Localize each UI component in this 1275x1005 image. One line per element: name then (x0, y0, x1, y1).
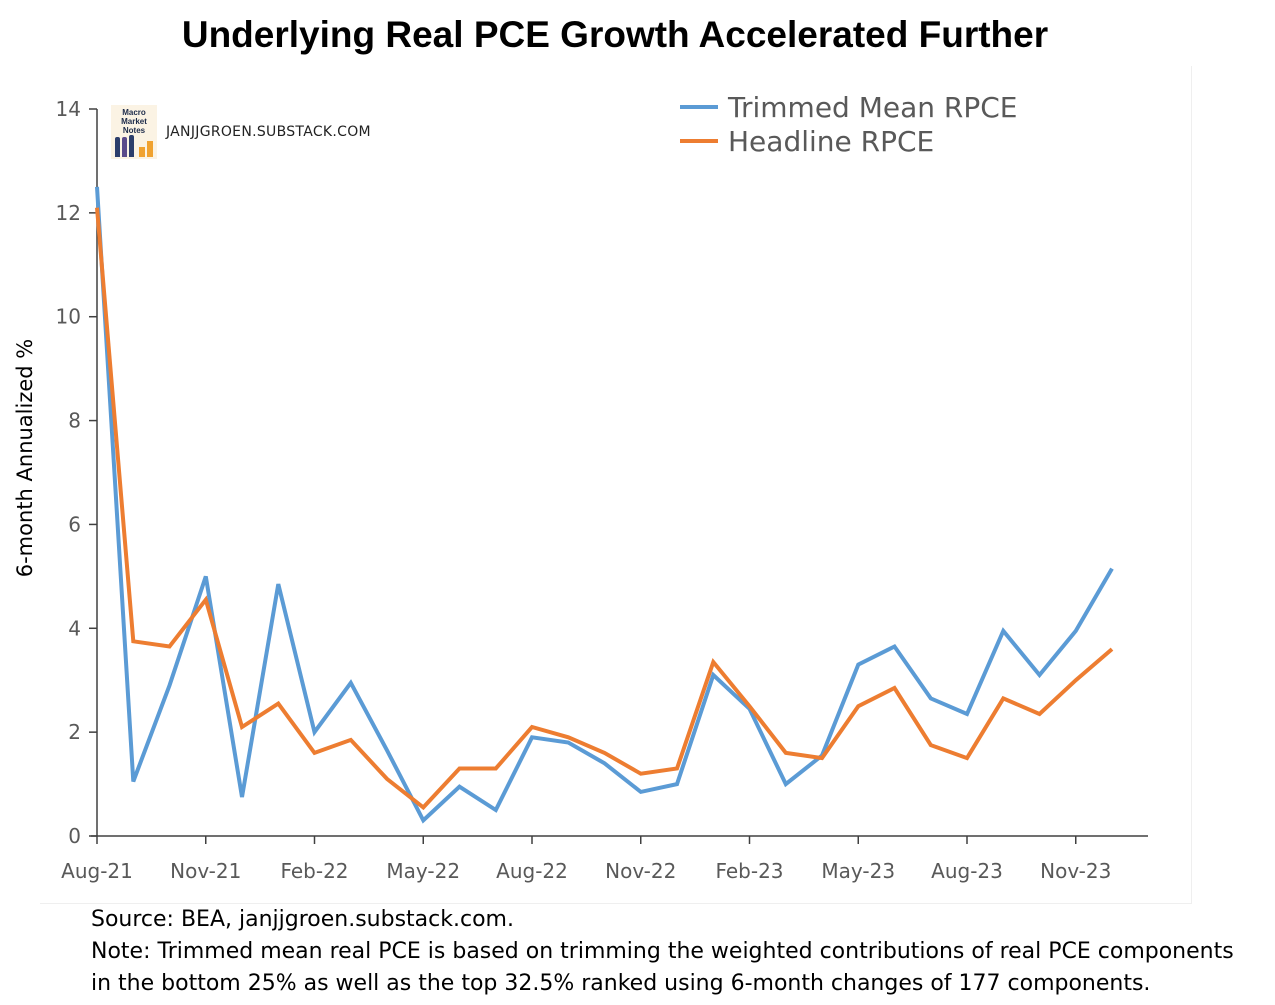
x-tick-label: Aug-21 (61, 859, 133, 883)
series-lines (95, 186, 1114, 824)
series-line-headline-rpce (95, 207, 1114, 811)
x-tick-label: Aug-22 (496, 859, 568, 883)
x-tick-label: Aug-23 (931, 859, 1003, 883)
source-note: Source: BEA, janjjgroen.substack.com. (91, 907, 514, 932)
y-tick-label: 0 (68, 824, 81, 848)
legend-label: Headline RPCE (728, 125, 934, 158)
y-tick-label: 12 (56, 201, 81, 225)
method-note-line-2: in the bottom 25% as well as the top 32.… (91, 971, 1151, 996)
macro-market-notes-logo: Macro Market Notes (111, 105, 157, 159)
x-tick-label: Nov-23 (1040, 859, 1111, 883)
series-line-trimmed-mean-rpce (95, 186, 1114, 824)
logo-figure-icon (122, 137, 127, 157)
method-note-line-1: Note: Trimmed mean real PCE is based on … (91, 939, 1234, 964)
y-tick-label: 2 (68, 720, 81, 744)
chart-footer: Source: BEA, janjjgroen.substack.com. No… (91, 904, 1271, 1000)
logo-figure-icon (115, 137, 120, 157)
x-tick-label: Feb-22 (280, 859, 348, 883)
x-tick-label: May-23 (821, 859, 895, 883)
x-tick-label: Nov-21 (170, 859, 241, 883)
y-tick-label: 4 (68, 616, 81, 640)
y-tick-label: 8 (68, 409, 81, 433)
y-axis-label: 6-month Annualized % (13, 338, 37, 578)
y-tick-label: 6 (68, 512, 81, 536)
x-tick-label: Feb-23 (715, 859, 783, 883)
legend-label: Trimmed Mean RPCE (727, 91, 1018, 124)
logo-bar-icon (147, 141, 153, 157)
watermark: JANJJGROEN.SUBSTACK.COM (166, 124, 371, 140)
logo-text: Macro Market Notes (121, 108, 147, 135)
chart-frame (40, 66, 1192, 904)
line-chart: 0 2 4 6 8 10 12 14 Aug-21 Nov-21 Feb-22 May-22 Aug-2… (56, 91, 1148, 883)
y-tick-label: 10 (56, 305, 81, 329)
y-tick-label: 14 (56, 97, 81, 121)
chart-axes: 0 2 4 6 8 10 12 14 Aug-21 Nov-21 Feb-22 May-22 Aug-2… (56, 97, 1148, 883)
x-tick-label: May-22 (386, 859, 460, 883)
chart-title: Underlying Real PCE Growth Accelerated F… (181, 14, 1049, 55)
logo-bar-icon (139, 147, 145, 157)
logo-figure-icon (129, 135, 134, 157)
x-tick-label: Nov-22 (605, 859, 676, 883)
